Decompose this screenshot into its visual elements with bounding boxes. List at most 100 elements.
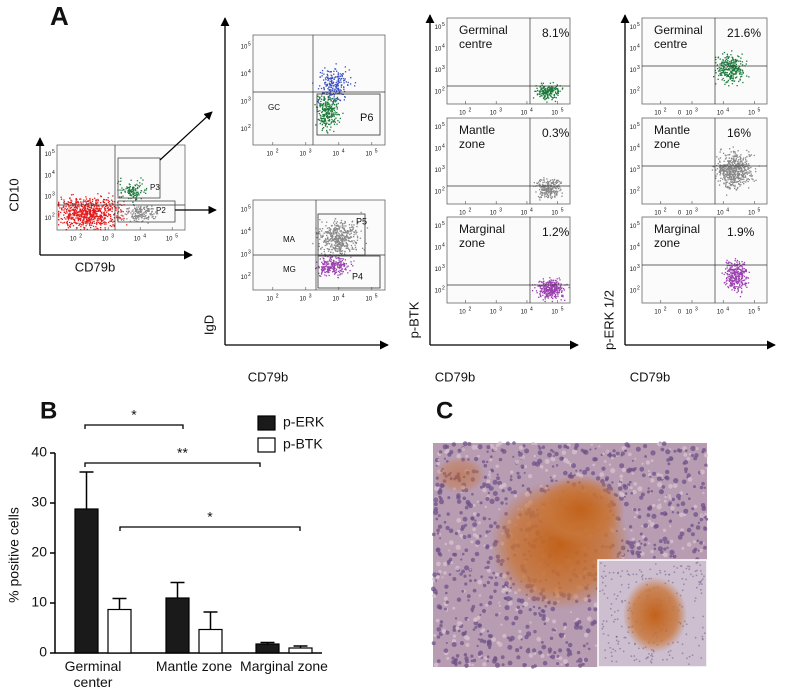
event-dot (88, 213, 90, 215)
nucleus (703, 486, 706, 489)
event-dot (551, 300, 553, 303)
event-dot (120, 177, 122, 179)
event-dot (327, 101, 329, 104)
event-dot (334, 246, 336, 248)
event-dot (343, 264, 345, 266)
event-dot (542, 186, 544, 188)
event-dot (146, 206, 148, 208)
event-dot (555, 293, 557, 295)
event-dot (332, 120, 334, 122)
event-dot (350, 261, 352, 263)
event-dot (336, 245, 338, 247)
event-dot (339, 234, 341, 236)
event-dot (733, 176, 735, 178)
event-dot (730, 70, 732, 72)
nucleus (665, 469, 670, 475)
nucleus (680, 528, 684, 532)
y-tick-exp: 4 (248, 227, 251, 233)
event-dot (739, 181, 742, 183)
event-dot (557, 286, 559, 288)
event-dot (91, 213, 93, 215)
y-tick-base: 10 (241, 208, 248, 214)
event-dot (549, 82, 552, 84)
event-dot (327, 76, 329, 78)
event-dot (322, 99, 324, 101)
event-dot (729, 276, 731, 279)
nucleus (669, 539, 674, 544)
event-dot (136, 212, 139, 214)
event-dot (730, 178, 732, 180)
event-dot (77, 201, 79, 203)
y-tick-exp: 5 (52, 149, 55, 155)
event-dot (144, 217, 146, 219)
event-dot (553, 190, 555, 192)
event-dot (735, 61, 737, 63)
event-dot (536, 182, 538, 184)
event-dot (71, 223, 73, 225)
event-dot (726, 175, 728, 177)
event-dot (732, 269, 734, 271)
event-dot (538, 184, 540, 186)
event-dot (563, 289, 565, 291)
event-dot (539, 290, 541, 293)
event-dot (736, 263, 739, 265)
nucleus (494, 496, 500, 502)
event-dot (736, 177, 738, 179)
nucleus (439, 620, 444, 624)
event-dot (540, 284, 543, 287)
event-dot (92, 212, 94, 214)
nucleus (697, 521, 701, 525)
event-dot (321, 228, 324, 230)
event-dot (328, 107, 330, 110)
event-dot (85, 213, 87, 215)
nucleus (436, 547, 440, 552)
event-dot (103, 223, 105, 225)
event-dot (71, 203, 74, 205)
nucleus (489, 595, 493, 600)
event-dot (325, 232, 327, 234)
nucleus (656, 504, 662, 510)
event-dot (337, 243, 339, 245)
event-dot (336, 106, 338, 108)
event-dot (120, 219, 123, 221)
event-dot (734, 170, 737, 172)
event-dot (111, 199, 113, 201)
event-dot (319, 96, 321, 98)
nucleus (439, 499, 444, 505)
event-dot (138, 186, 141, 188)
event-dot (553, 178, 556, 181)
event-dot (715, 56, 717, 58)
event-dot (319, 117, 322, 119)
event-dot (547, 281, 549, 283)
event-dot (734, 274, 736, 276)
event-dot (720, 62, 722, 65)
nucleus (493, 589, 497, 593)
event-dot (540, 281, 542, 283)
event-dot (732, 158, 735, 160)
event-dot (60, 198, 63, 200)
event-dot (554, 295, 557, 297)
nucleus (645, 460, 651, 465)
event-dot (735, 163, 737, 165)
event-dot (729, 186, 731, 189)
event-dot (329, 108, 331, 110)
event-dot (83, 213, 85, 215)
event-dot (147, 222, 149, 224)
event-dot (324, 267, 326, 269)
event-dot (334, 236, 336, 238)
event-dot (85, 200, 87, 202)
event-dot (94, 197, 96, 199)
event-dot (113, 224, 115, 226)
event-dot (344, 253, 346, 255)
event-dot (744, 173, 746, 175)
event-dot (733, 277, 735, 279)
event-dot (719, 180, 721, 182)
event-dot (103, 218, 106, 220)
event-dot (733, 179, 735, 181)
event-dot (748, 163, 750, 165)
event-dot (90, 202, 92, 204)
nucleus (498, 601, 501, 604)
event-dot (340, 264, 342, 266)
event-dot (557, 186, 559, 188)
nucleus (467, 599, 470, 602)
